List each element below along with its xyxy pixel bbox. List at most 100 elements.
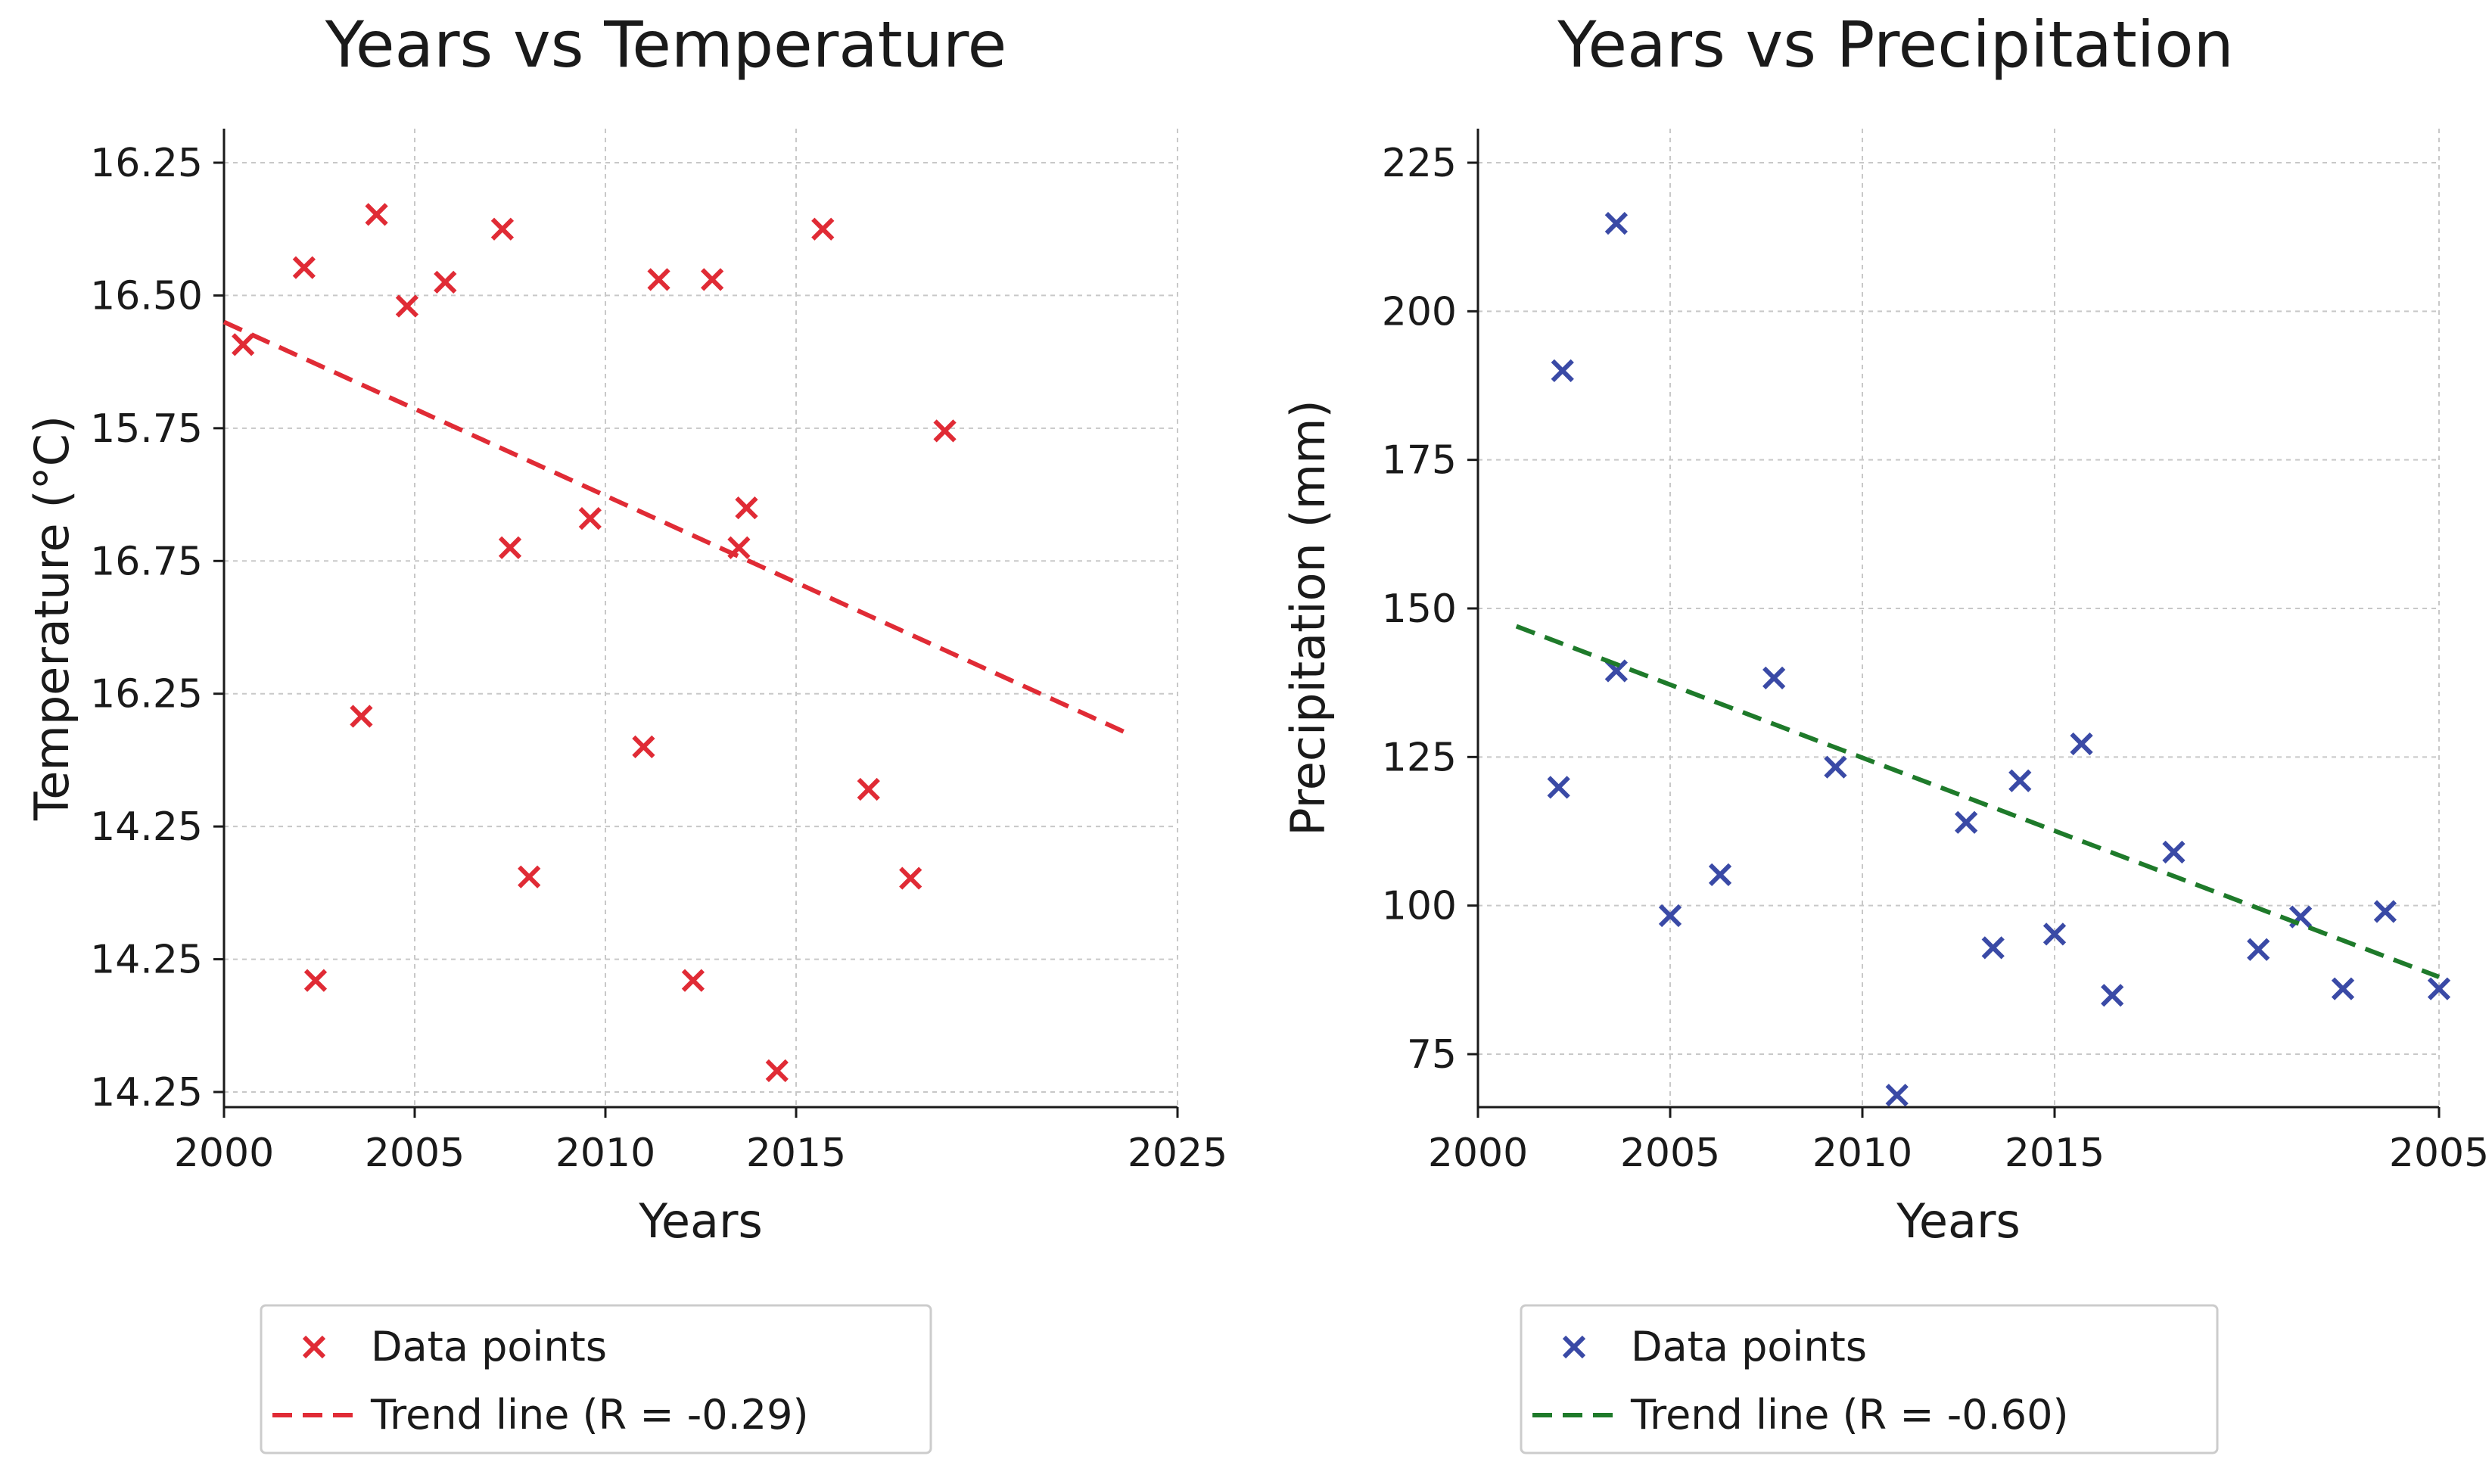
y-tick-label: 16.25 [90,672,203,717]
legend-marker [302,1335,326,1359]
data-point-marker [1708,863,1732,886]
data-point-marker [2331,977,2355,1000]
y-axis-label: Temperature (°C) [24,415,79,821]
y-tick-label: 16.25 [90,141,203,186]
data-point-marker [765,1059,789,1083]
x-tick-label: 2005 [365,1131,465,1176]
data-point-marker [2247,938,2270,961]
data-point-marker [811,217,835,241]
marker-stroke [2373,900,2397,923]
marker-stroke [490,217,515,241]
marker-stroke [1658,904,1682,928]
marker-stroke [2427,977,2451,1000]
data-point-marker [490,217,515,241]
marker-stroke [933,419,957,443]
x-tick-label: 2005 [1620,1131,1720,1176]
data-point-marker [933,419,957,443]
marker-stroke [1562,1335,1586,1359]
marker-stroke [1885,1084,1909,1107]
x-tick-label: 2005 [2389,1131,2489,1176]
marker-stroke [365,203,388,226]
marker-stroke [2331,977,2355,1000]
trend-line [1515,624,2441,979]
data-point-marker [1604,659,1629,683]
chart-title: Years vs Precipitation [1557,8,2234,82]
marker-stroke [2101,984,2124,1007]
data-point-marker [365,203,388,226]
marker-stroke [303,969,328,992]
data-point-marker [1547,776,1570,799]
data-point-marker [2008,769,2032,792]
marker-stroke [1604,659,1629,683]
marker-stroke [302,1335,326,1359]
legend-label: Trend line (R = -0.29) [370,1391,809,1439]
legend-marker [1562,1335,1586,1359]
data-point-marker [395,294,419,318]
trend-line [222,319,1129,736]
marker-stroke [899,866,922,890]
marker-stroke [1708,863,1732,886]
y-tick-label: 125 [1382,735,1457,780]
marker-stroke [647,268,670,291]
chart-legend: Data points Trend line (R = -0.60) [1520,1304,2219,1454]
marker-stroke [2247,938,2270,961]
data-point-marker [1604,211,1629,235]
chart-legend: Data points Trend line (R = -0.29) [260,1304,932,1454]
marker-stroke [681,969,705,992]
legend-label: Data points [371,1323,607,1370]
marker-stroke [1824,755,1847,779]
x-axis-label: Years [1896,1193,2021,1249]
data-point-marker [2373,900,2397,923]
x-tick-label: 2025 [1128,1131,1227,1176]
y-tick-label: 150 [1382,586,1457,632]
x-tick-label: 2010 [1812,1131,1912,1176]
legend-box [1520,1304,2219,1454]
data-point-marker [292,256,316,279]
marker-stroke [2042,922,2067,946]
x-tick-label: 2015 [2005,1131,2105,1176]
y-tick-label: 15.75 [90,406,203,452]
x-tick-label: 2000 [174,1131,274,1176]
x-tick-label: 2010 [555,1131,655,1176]
marker-stroke [1762,666,1786,690]
data-point-marker [1885,1084,1909,1107]
y-tick-label: 14.25 [90,804,203,850]
y-tick-label: 16.50 [90,273,203,319]
data-point-marker [1551,359,1574,382]
marker-stroke [350,705,373,728]
x-tick-label: 2015 [746,1131,846,1176]
marker-stroke [1604,211,1629,235]
data-point-marker [2427,977,2451,1000]
y-tick-label: 175 [1382,438,1457,484]
y-tick-label: 225 [1382,141,1457,186]
data-point-marker [350,705,373,728]
x-axis-label: Years [638,1193,763,1249]
data-point-marker [578,507,602,530]
marker-stroke [395,294,419,318]
chart-title: Years vs Temperature [325,8,1007,82]
chart-panel-2: 2000 2005 2010 2015 2005 75 100 125 150 175 200 225… [1280,8,2489,1454]
chart-panel-1: 2000 2005 2010 2015 2025 14.25 14.25 14.25 16.25… [24,8,1227,1454]
y-tick-label: 14.25 [90,938,203,983]
data-point-marker [1824,755,1847,779]
marker-stroke [1955,810,1978,834]
marker-stroke [1547,776,1570,799]
data-point-marker [232,333,255,356]
marker-stroke [2008,769,2032,792]
marker-stroke [434,270,457,294]
legend-box [260,1304,932,1454]
marker-stroke [765,1059,789,1083]
marker-stroke [700,268,724,291]
marker-stroke [518,865,541,888]
marker-stroke [498,536,522,559]
y-tick-label: 14.25 [90,1070,203,1115]
marker-stroke [811,217,835,241]
marker-stroke [232,333,255,356]
data-point-marker [735,496,758,520]
y-tick-label: 200 [1382,289,1457,334]
data-point-marker [2070,732,2093,756]
data-point-marker [518,865,541,888]
y-tick-label: 100 [1382,884,1457,929]
